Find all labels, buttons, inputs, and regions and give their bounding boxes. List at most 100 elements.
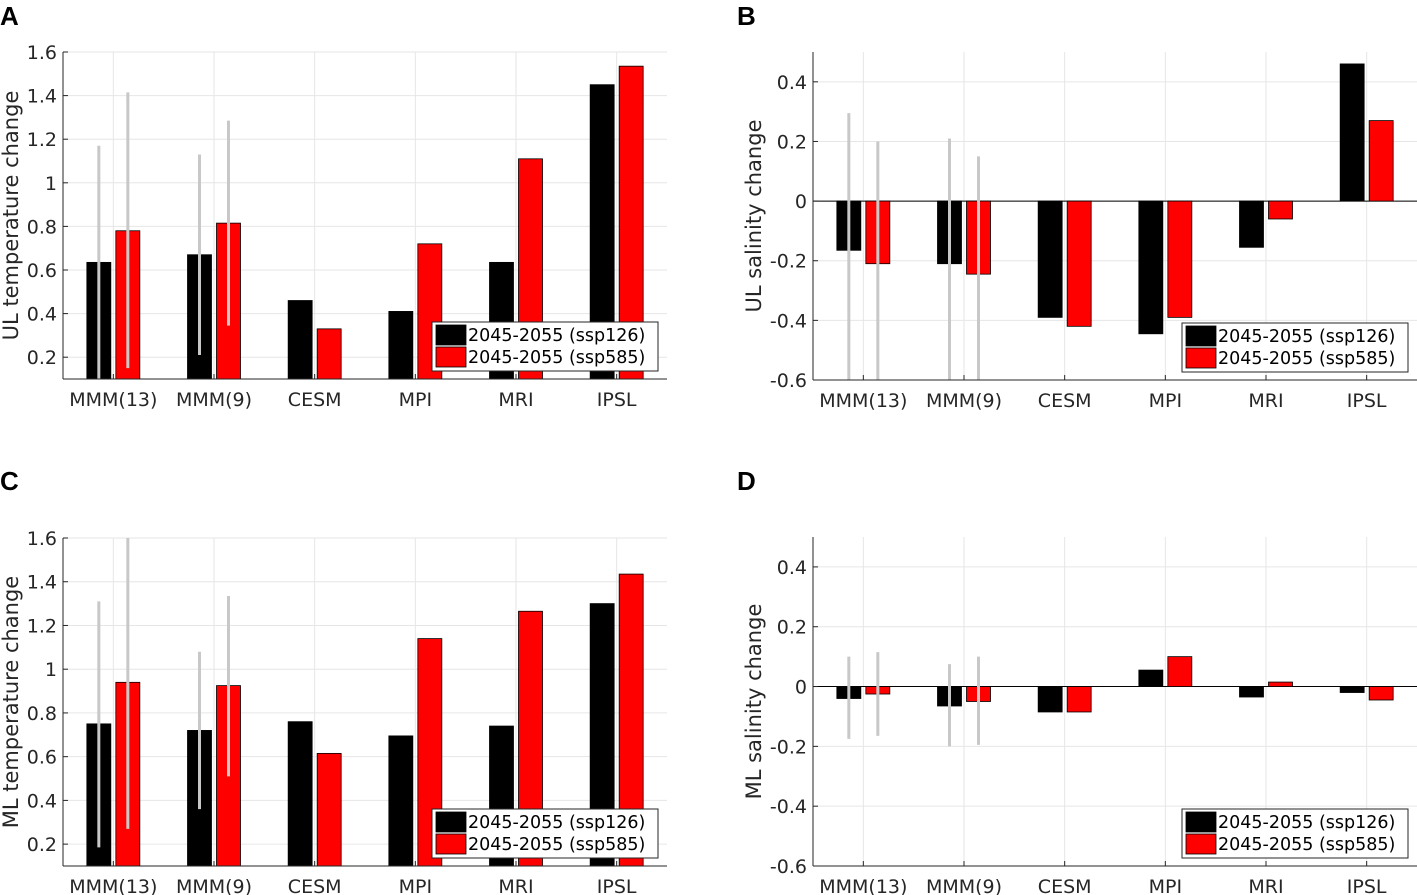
y-tick-label: -0.4 xyxy=(770,796,807,818)
bar-ssp585-4 xyxy=(1268,681,1293,687)
panel-label-d: D xyxy=(737,466,756,496)
x-tick-label: MMM(9) xyxy=(176,389,252,411)
legend-swatch-ssp126 xyxy=(435,324,467,346)
y-tick-label: -0.4 xyxy=(770,310,807,332)
bar-ssp126-2 xyxy=(1037,686,1063,713)
legend-box xyxy=(1181,808,1409,859)
panel-label-a: A xyxy=(0,1,19,31)
legend-label-ssp126: 2045-2055 (ssp126) xyxy=(1218,327,1395,347)
legend-swatch-ssp126 xyxy=(1185,325,1217,347)
y-tick-label: 1.2 xyxy=(27,129,57,151)
y-tick-label: 1 xyxy=(45,173,57,195)
y-tick-label: -0.2 xyxy=(770,251,807,273)
x-tick-label: MMM(13) xyxy=(69,876,157,895)
x-tick-label: IPSL xyxy=(1347,390,1387,412)
y-tick-label: 0.4 xyxy=(27,790,57,812)
y-tick-label: 1 xyxy=(45,659,57,681)
y-axis-title: ML salinity change xyxy=(742,604,766,800)
x-tick-label: IPSL xyxy=(597,389,637,411)
x-tick-label: CESM xyxy=(288,389,342,411)
y-tick-label: 0.6 xyxy=(27,747,57,769)
bar-ssp126-2 xyxy=(287,300,313,380)
x-tick-label: MPI xyxy=(399,876,432,895)
chart-panel-c: 0.2 0.4 0.6 0.8 1 1.2 1.4 1.6 MMM(13) MMM(9) CESM M… xyxy=(0,528,667,895)
bar-ssp585-3 xyxy=(1167,200,1193,318)
bar-ssp585-2 xyxy=(1066,200,1092,327)
x-tick-label: CESM xyxy=(1038,876,1092,895)
legend-label-ssp585: 2045-2055 (ssp585) xyxy=(1218,835,1395,855)
y-tick-label: 1.4 xyxy=(27,572,57,594)
x-tick-label: IPSL xyxy=(597,876,637,895)
x-tick-label: MPI xyxy=(1149,876,1182,895)
y-tick-label: 0.4 xyxy=(777,557,807,579)
y-tick-label: 1.2 xyxy=(27,615,57,637)
legend-label-ssp126: 2045-2055 (ssp126) xyxy=(1218,813,1395,833)
legend-swatch-ssp585 xyxy=(1185,833,1217,855)
bar-ssp585-5 xyxy=(1368,686,1394,701)
y-tick-label: 0 xyxy=(795,677,807,699)
bar-ssp126-5 xyxy=(1339,686,1365,693)
x-tick-label: MPI xyxy=(1149,390,1182,412)
x-tick-label: MMM(9) xyxy=(926,390,1002,412)
bar-ssp126-2 xyxy=(287,721,313,867)
x-tick-label: MRI xyxy=(498,389,533,411)
legend-swatch-ssp126 xyxy=(1185,811,1217,833)
bar-ssp585-4 xyxy=(1268,200,1293,220)
bar-ssp126-3 xyxy=(388,311,414,380)
legend-box xyxy=(431,808,659,859)
y-tick-label: 0.2 xyxy=(27,834,57,856)
legend-label-ssp126: 2045-2055 (ssp126) xyxy=(468,813,645,833)
y-tick-label: -0.6 xyxy=(770,856,807,878)
legend: 2045-2055 (ssp126)2045-2055 (ssp585) xyxy=(431,321,659,372)
bar-ssp126-2 xyxy=(1037,200,1063,318)
x-tick-label: MRI xyxy=(498,876,533,895)
legend-box xyxy=(431,321,659,372)
bar-ssp126-3 xyxy=(1138,200,1164,335)
legend-box xyxy=(1181,322,1409,373)
legend-label-ssp585: 2045-2055 (ssp585) xyxy=(468,835,645,855)
y-tick-label: 1.4 xyxy=(27,86,57,108)
y-tick-label: 0.4 xyxy=(777,72,807,94)
legend-swatch-ssp585 xyxy=(1185,347,1217,369)
x-tick-label: CESM xyxy=(1038,390,1092,412)
y-axis-title: UL salinity change xyxy=(742,120,766,313)
x-tick-label: MPI xyxy=(399,389,432,411)
x-tick-label: MMM(13) xyxy=(69,389,157,411)
chart-panel-b: -0.6 -0.4 -0.2 0 0.2 0.4 MMM(13) MMM(9) CESM MPI M… xyxy=(742,52,1417,412)
x-tick-label: IPSL xyxy=(1347,876,1387,895)
bar-ssp585-2 xyxy=(1066,686,1092,713)
x-tick-label: MRI xyxy=(1248,876,1283,895)
bar-ssp126-4 xyxy=(1239,686,1264,698)
y-tick-label: 0.2 xyxy=(777,617,807,639)
y-tick-label: -0.6 xyxy=(770,370,807,392)
legend-label-ssp585: 2045-2055 (ssp585) xyxy=(468,348,645,368)
x-tick-label: CESM xyxy=(288,876,342,895)
legend-swatch-ssp126 xyxy=(435,811,467,833)
legend-label-ssp585: 2045-2055 (ssp585) xyxy=(1218,349,1395,369)
y-tick-label: 1.6 xyxy=(27,528,57,550)
panel-label-b: B xyxy=(737,1,756,31)
bar-ssp126-3 xyxy=(388,735,414,867)
y-axis-title: ML temperature change xyxy=(0,576,23,828)
x-tick-label: MMM(13) xyxy=(819,390,907,412)
chart-panel-a: 0.2 0.4 0.6 0.8 1 1.2 1.4 1.6 MMM(13) MMM(9) CESM M… xyxy=(0,42,667,411)
bar-ssp126-5 xyxy=(1339,63,1365,202)
bar-ssp585-3 xyxy=(1167,656,1193,687)
x-tick-label: MRI xyxy=(1248,390,1283,412)
y-tick-label: 0.8 xyxy=(27,703,57,725)
y-tick-label: 0.6 xyxy=(27,260,57,282)
legend-swatch-ssp585 xyxy=(435,833,467,855)
y-tick-label: -0.2 xyxy=(770,736,807,758)
y-tick-label: 0 xyxy=(795,191,807,213)
x-tick-label: MMM(13) xyxy=(819,876,907,895)
y-tick-label: 0.4 xyxy=(27,304,57,326)
chart-panel-d: -0.6 -0.4 -0.2 0 0.2 0.4 MMM(13) MMM(9) CESM MPI M… xyxy=(742,537,1417,895)
bar-ssp585-2 xyxy=(316,328,342,380)
x-tick-label: MMM(9) xyxy=(926,876,1002,895)
x-tick-label: MMM(9) xyxy=(176,876,252,895)
y-tick-label: 1.6 xyxy=(27,42,57,64)
y-axis-title: UL temperature change xyxy=(0,91,23,341)
y-tick-label: 0.8 xyxy=(27,216,57,238)
legend-swatch-ssp585 xyxy=(435,346,467,368)
bar-ssp585-2 xyxy=(316,752,342,867)
